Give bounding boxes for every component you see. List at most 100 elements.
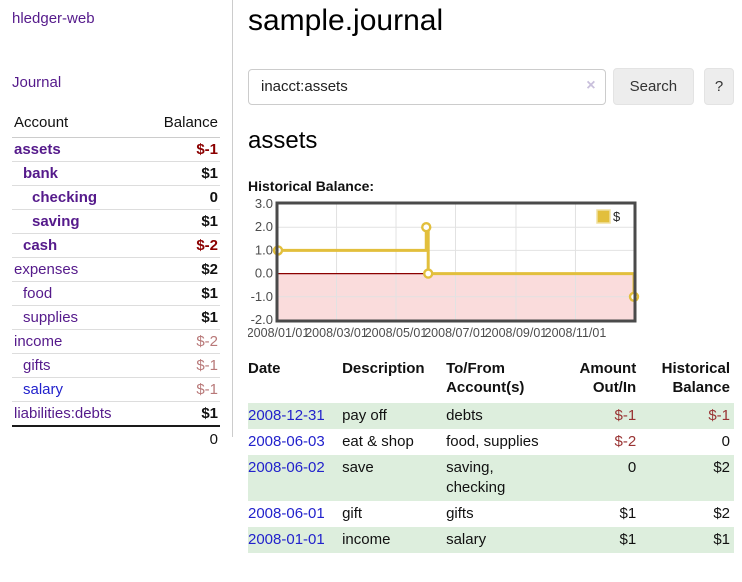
account-balance: $1	[144, 161, 220, 186]
account-link-supplies[interactable]: supplies	[23, 309, 79, 326]
help-button[interactable]: ?	[704, 68, 734, 105]
transaction-row: 2008-12-31 pay off debts $-1 $-1	[248, 403, 734, 429]
account-row: income $-2	[12, 329, 220, 354]
account-link-income[interactable]: income	[14, 333, 63, 350]
register-table: Date Description To/From Account(s) Amou…	[248, 357, 734, 553]
transaction-description: income	[342, 527, 447, 553]
y-tick-label: 2.0	[255, 219, 273, 234]
transaction-description: gift	[342, 505, 363, 522]
account-balance: 0	[144, 185, 220, 210]
transaction-date-link[interactable]: 2008-06-03	[248, 433, 325, 450]
account-row: expenses $2	[12, 257, 220, 282]
account-balance: $-2	[144, 329, 220, 354]
y-tick-label: 1.0	[255, 242, 273, 257]
accounts-header-account: Account	[12, 110, 145, 138]
account-row: cash $-2	[12, 233, 220, 258]
transaction-balance: $1	[640, 527, 734, 553]
register-account-heading: assets	[248, 127, 318, 154]
account-balance: $2	[144, 257, 220, 282]
legend-label: $	[613, 209, 621, 224]
transaction-row: 2008-06-01 gift gifts $1 $2	[248, 501, 734, 527]
main-panel: sample.journal × Search ? assets Histori…	[248, 0, 742, 553]
account-balance: $-1	[196, 141, 218, 158]
transaction-balance: 0	[721, 433, 730, 450]
register-header-date[interactable]: Date	[248, 360, 281, 377]
transaction-date-link[interactable]: 2008-12-31	[248, 407, 325, 424]
account-link-expenses[interactable]: expenses	[14, 261, 79, 278]
transaction-date-link[interactable]: 2008-01-01	[248, 531, 325, 548]
transaction-balance: $2	[713, 505, 730, 522]
app-title-link[interactable]: hledger-web	[12, 10, 95, 27]
data-point-marker	[421, 222, 432, 233]
account-balance: $1	[144, 281, 220, 306]
x-tick-label: 2008/01/01	[248, 326, 309, 340]
search-button[interactable]: Search	[612, 68, 695, 105]
transaction-accounts: debts	[446, 403, 558, 429]
x-tick-label: 2008/07/01	[424, 326, 487, 340]
account-balance: $1	[144, 209, 220, 234]
accounts-total-value: 0	[144, 425, 220, 452]
transaction-amount: $1	[557, 527, 641, 553]
x-tick-label: 2008/11/01	[545, 326, 607, 340]
transaction-accounts: gifts	[446, 505, 474, 522]
account-link-gifts[interactable]: gifts	[23, 357, 51, 374]
account-balance: $1	[144, 305, 220, 330]
account-link-liabilities-debts[interactable]: liabilities:debts	[14, 405, 112, 422]
transaction-row: 2008-06-02 save saving, checking 0 $2	[248, 455, 734, 501]
account-row: bank $1	[12, 161, 220, 186]
register-header-accounts: To/From Account(s)	[446, 360, 525, 396]
transaction-amount: 0	[557, 455, 641, 501]
account-link-cash[interactable]: cash	[23, 237, 58, 254]
register-header-balance: Historical Balance	[661, 360, 730, 396]
register-table-body: 2008-12-31 pay off debts $-1 $-1 2008-06-03 ea…	[248, 403, 734, 553]
account-row: salary $-1	[12, 377, 220, 402]
sidebar-item-journal[interactable]: Journal	[12, 74, 62, 91]
transaction-accounts: food, supplies	[446, 433, 539, 450]
account-row: assets $-1	[12, 138, 220, 162]
search-input[interactable]	[248, 68, 606, 105]
transaction-amount: $-1	[557, 403, 641, 429]
account-row: supplies $1	[12, 305, 220, 330]
account-link-saving[interactable]: saving	[32, 213, 80, 230]
transaction-date-link[interactable]: 2008-06-02	[248, 459, 325, 476]
transaction-accounts: saving, checking	[446, 455, 558, 501]
transaction-date-link[interactable]: 2008-06-01	[248, 505, 325, 522]
account-link-food[interactable]: food	[23, 285, 53, 302]
x-tick-label: 2008/03/01	[305, 326, 368, 340]
legend-swatch	[596, 209, 611, 224]
plot-border	[275, 201, 637, 323]
transaction-amount: $-2	[614, 433, 637, 450]
account-balance: $-1	[144, 377, 220, 402]
register-header-amount: Amount Out/In	[579, 360, 637, 396]
search-form: × Search ?	[248, 68, 734, 105]
account-row: saving $1	[12, 209, 220, 234]
account-link-salary[interactable]: salary	[23, 381, 64, 398]
clear-search-icon[interactable]: ×	[586, 76, 596, 94]
account-row: gifts $-1	[12, 353, 220, 378]
transaction-description: save	[342, 455, 447, 501]
account-balance: $-2	[144, 233, 220, 258]
accounts-header-balance: Balance	[144, 110, 220, 138]
chart-container: $3.0 2.0 1.0 0.0 -1.0 -2.0 2008/01/01 2008/03/0…	[248, 199, 734, 345]
data-point-marker	[423, 268, 434, 279]
account-balance: $1	[144, 401, 220, 426]
y-tick-label: -2.0	[251, 312, 273, 327]
sidebar: hledger-web Journal Account Balance asse…	[0, 0, 233, 452]
account-link-checking[interactable]: checking	[32, 189, 98, 206]
transaction-balance: $-1	[640, 403, 734, 429]
accounts-total-row: 0	[12, 425, 220, 452]
account-link-bank[interactable]: bank	[23, 165, 59, 182]
accounts-table: Account Balance assets $-1 bank $1 checking 0…	[12, 110, 220, 452]
y-tick-label: 0.0	[255, 266, 273, 281]
transaction-accounts: salary	[446, 527, 558, 553]
account-link-assets[interactable]: assets	[14, 141, 61, 158]
transaction-amount: $1	[619, 505, 637, 522]
transaction-row: 2008-01-01 income salary $1 $1	[248, 527, 734, 553]
x-tick-label: 2008/05/01	[365, 326, 428, 340]
transaction-balance: $2	[640, 455, 734, 501]
historical-balance-chart: $3.0 2.0 1.0 0.0 -1.0 -2.02008/01/012008/03/0…	[248, 199, 640, 340]
chart-title: Historical Balance:	[248, 178, 375, 194]
x-tick-label: 2008/09/01	[485, 326, 548, 340]
transaction-description: pay off	[342, 403, 447, 429]
account-balance: $-1	[144, 353, 220, 378]
